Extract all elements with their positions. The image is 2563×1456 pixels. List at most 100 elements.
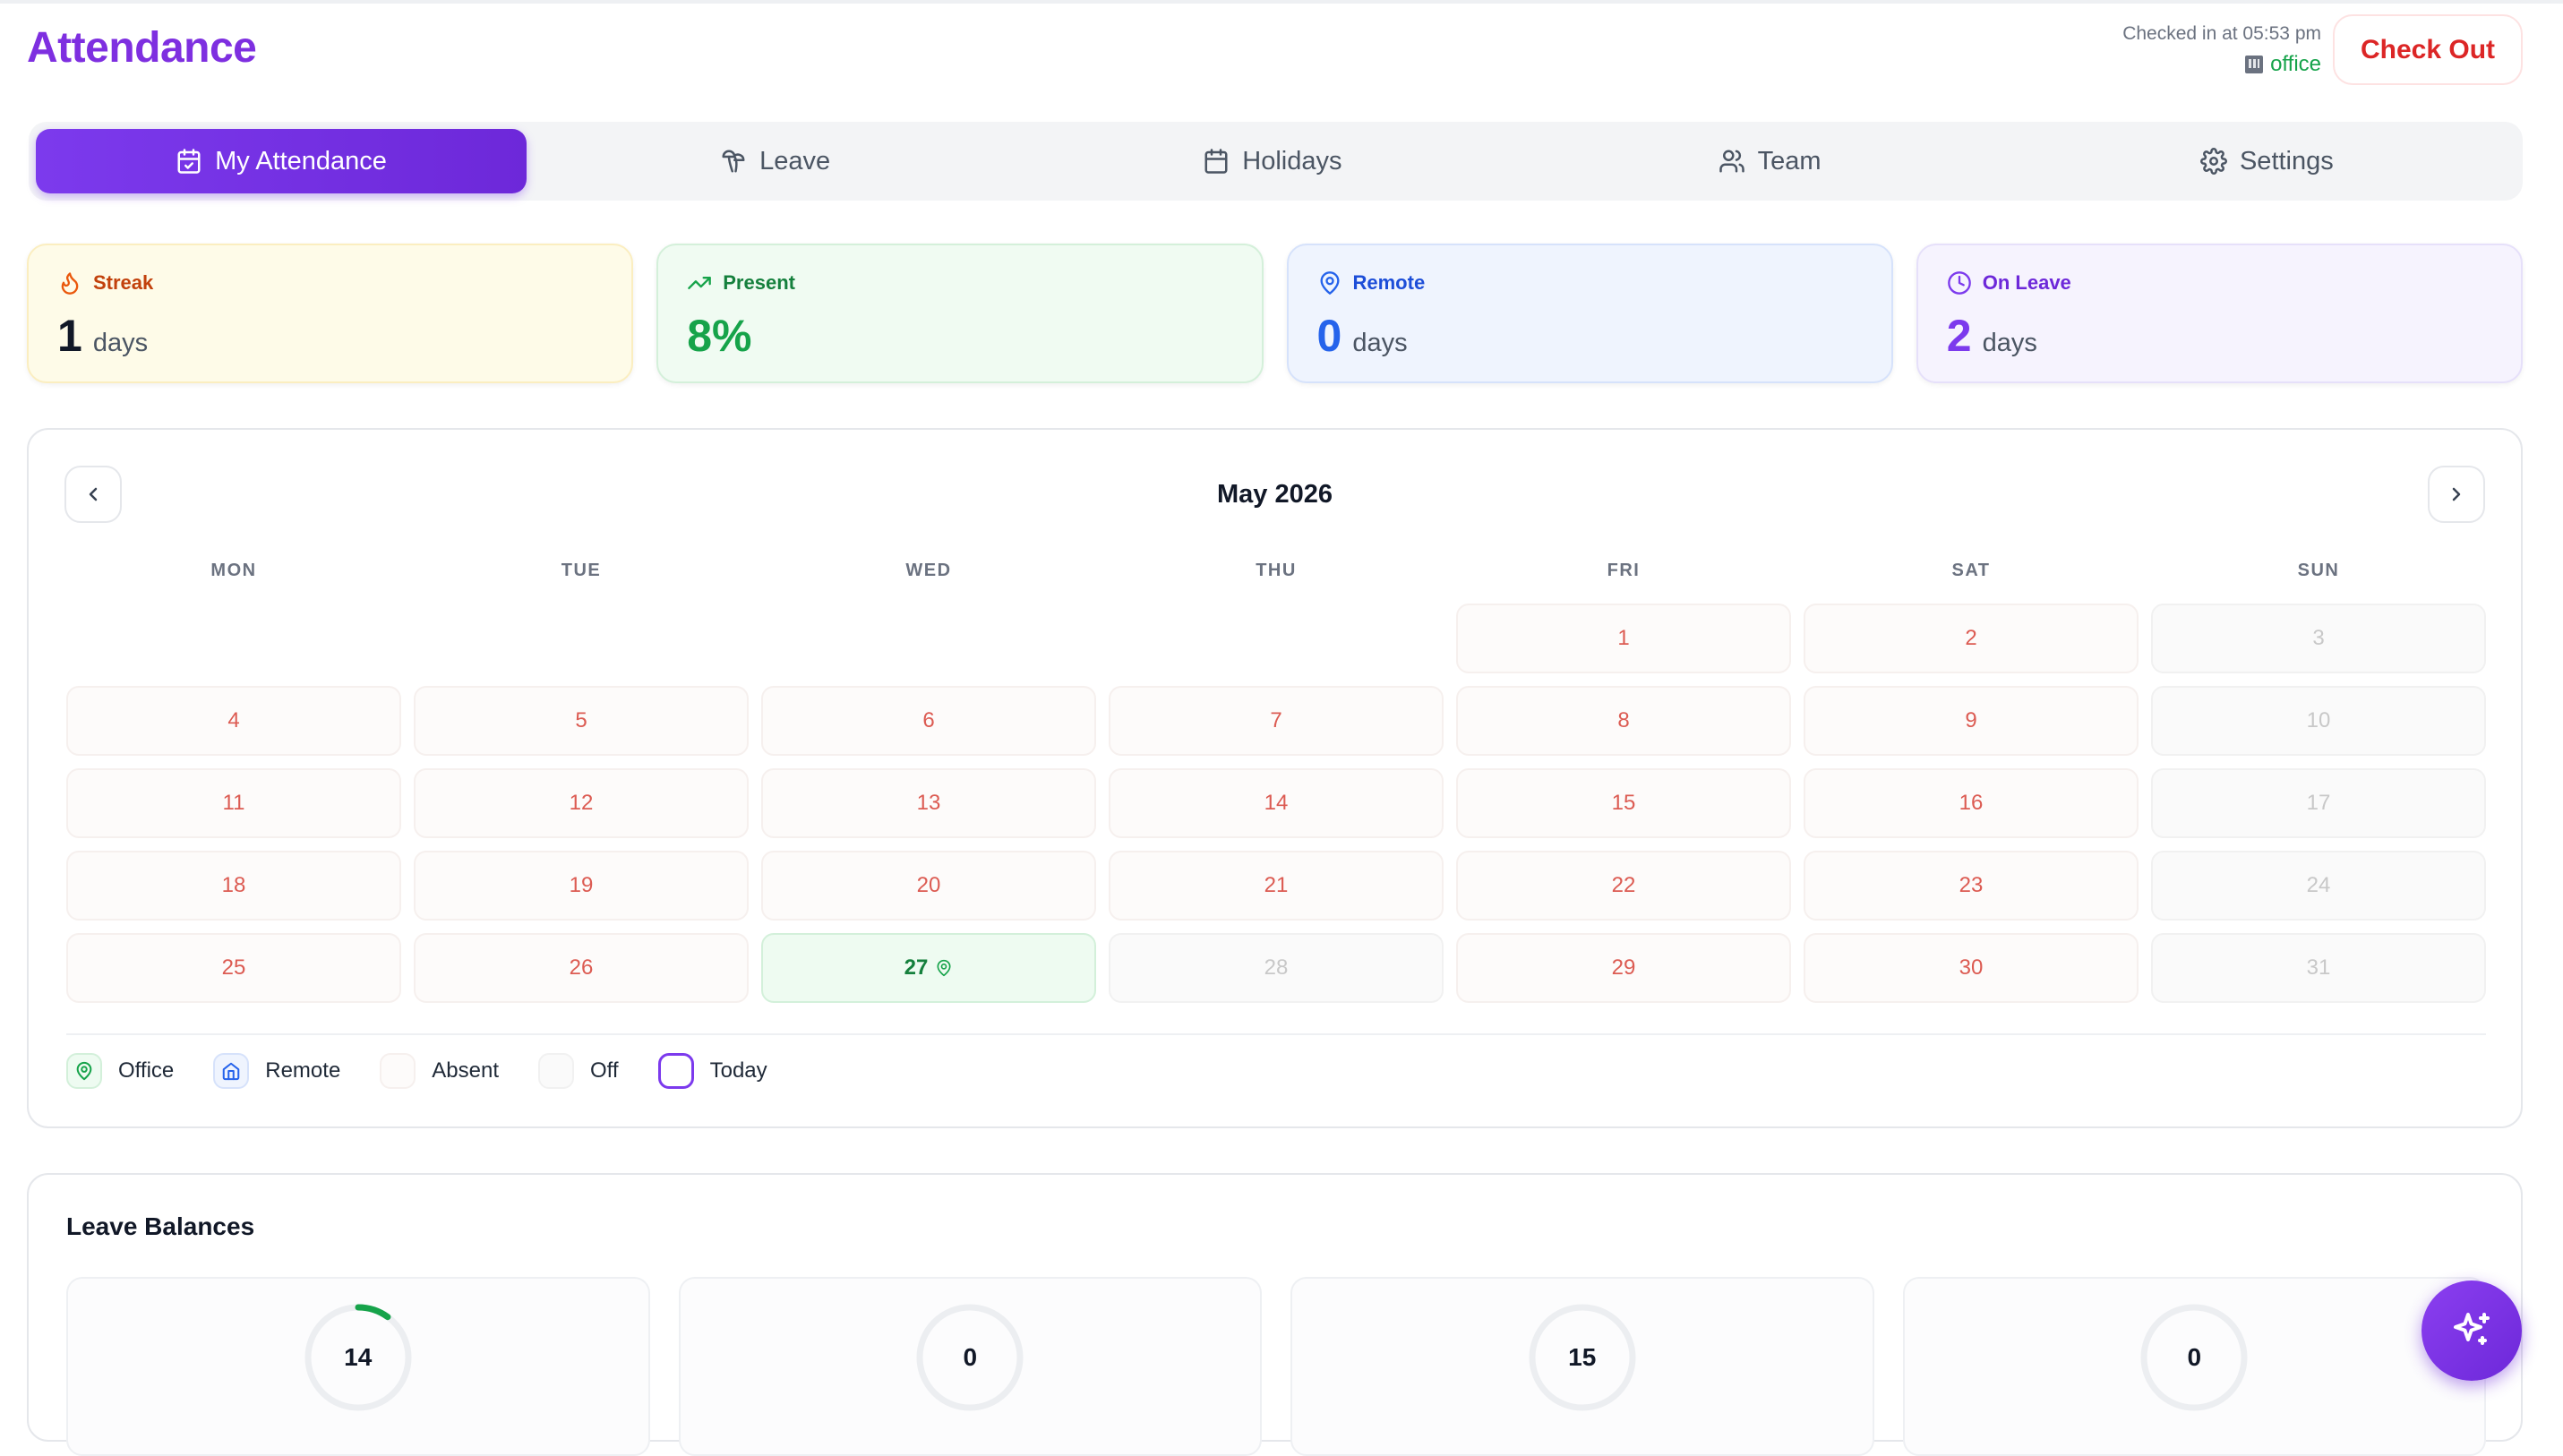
weekday-label: SUN [2297, 561, 2340, 580]
calendar-day[interactable]: 28 [1109, 933, 1444, 1003]
calendar-day[interactable]: 9 [1804, 686, 2139, 756]
calendar-day[interactable]: 20 [761, 851, 1096, 921]
streak-unit: days [92, 329, 149, 357]
calendar-day[interactable]: 7 [1109, 686, 1444, 756]
flame-icon [61, 272, 79, 295]
calendar-day[interactable]: 2 [1804, 604, 2139, 673]
today-swatch [657, 1053, 694, 1089]
tab-settings[interactable]: Settings [2019, 129, 2516, 193]
check-in-location: office [2122, 52, 2321, 77]
calendar-day[interactable]: 14 [1109, 768, 1444, 838]
balance-ring-track [1529, 1304, 1636, 1411]
day-number: 30 [1959, 955, 1984, 980]
day-number: 5 [575, 708, 587, 732]
calendar-day[interactable]: 5 [414, 686, 749, 756]
weekday-label: MON [210, 561, 257, 580]
day-number: 29 [1611, 955, 1636, 980]
calendar-day[interactable]: 30 [1804, 933, 2139, 1003]
calendar-day[interactable]: 21 [1109, 851, 1444, 921]
day-number: 22 [1611, 873, 1636, 897]
calendar-day[interactable]: 1 [1456, 604, 1791, 673]
office-swatch [66, 1053, 102, 1089]
leave-balance-box: 15 [1290, 1277, 1874, 1456]
legend-label: Off [590, 1058, 619, 1083]
calendar-day[interactable]: 6 [761, 686, 1096, 756]
day-number: 18 [221, 873, 246, 897]
balance-ring: 15 [1527, 1302, 1638, 1413]
calendar-day[interactable]: 17 [2151, 768, 2486, 838]
weekday-header: MON TUE WED THU FRI SAT SUN [66, 561, 2486, 581]
next-month-button[interactable] [2428, 466, 2485, 523]
calendar-day[interactable]: 23 [1804, 851, 2139, 921]
calendar-day[interactable]: 24 [2151, 851, 2486, 921]
day-number: 17 [2306, 791, 2331, 815]
check-out-button[interactable]: Check Out [2333, 14, 2523, 85]
calendar-day-today[interactable]: 27 [761, 933, 1096, 1003]
day-number: 1 [1617, 626, 1630, 650]
calendar-day[interactable]: 26 [414, 933, 749, 1003]
streak-card: Streak 1 days [27, 244, 634, 383]
day-number: 24 [2306, 873, 2331, 897]
palm-tree-icon [722, 150, 745, 173]
calendar-day[interactable]: 8 [1456, 686, 1791, 756]
legend-label: Remote [265, 1058, 341, 1083]
trending-up-icon [688, 277, 712, 289]
calendar-day[interactable]: 10 [2151, 686, 2486, 756]
tab-label: Settings [2239, 146, 2334, 176]
calendar-day[interactable]: 11 [66, 768, 401, 838]
office-building-icon [2245, 56, 2264, 73]
location-label: office [2270, 52, 2321, 76]
balance-ring-graphic [2140, 1304, 2248, 1411]
users-icon [1719, 150, 1744, 173]
prev-month-button[interactable] [64, 466, 122, 523]
day-number: 6 [922, 708, 935, 732]
tab-team[interactable]: Team [1522, 129, 2019, 193]
calendar-day[interactable]: 18 [66, 851, 401, 921]
leave-balances-title: Leave Balances [66, 1212, 255, 1240]
day-number: 25 [221, 955, 246, 980]
balance-ring-track [916, 1304, 1024, 1411]
on-leave-value: 2 [1946, 311, 1972, 361]
streak-label: Streak [93, 271, 154, 294]
calendar-day[interactable]: 4 [66, 686, 401, 756]
map-pin-icon [76, 1061, 92, 1081]
weekday-label: FRI [1607, 561, 1641, 580]
calendar-day[interactable]: 13 [761, 768, 1096, 838]
remote-label: Remote [1352, 271, 1426, 294]
day-number: 11 [222, 791, 245, 815]
calendar-day[interactable]: 25 [66, 933, 401, 1003]
stats-row: Streak 1 days Present 8% Remote 0 days O… [27, 244, 2523, 383]
tab-label: Leave [759, 146, 831, 176]
calendar-day[interactable]: 22 [1456, 851, 1791, 921]
calendar-day[interactable]: 3 [2151, 604, 2486, 673]
calendar-day[interactable]: 29 [1456, 933, 1791, 1003]
ai-assistant-button[interactable] [2422, 1280, 2522, 1381]
on-leave-card: On Leave 2 days [1916, 244, 2523, 383]
calendar-day[interactable]: 15 [1456, 768, 1791, 838]
day-number: 19 [569, 873, 594, 897]
balance-ring-progress [304, 1304, 412, 1411]
tab-holidays[interactable]: Holidays [1024, 129, 1521, 193]
balance-ring: 0 [2139, 1302, 2250, 1413]
day-number: 4 [227, 708, 240, 732]
day-number: 12 [569, 791, 594, 815]
legend-absent: Absent [380, 1053, 499, 1089]
tab-my-attendance[interactable]: My Attendance [36, 129, 527, 193]
calendar-day[interactable]: 12 [414, 768, 749, 838]
day-number: 23 [1959, 873, 1984, 897]
absent-swatch [380, 1053, 416, 1089]
calendar-check-icon [177, 149, 201, 174]
leave-balance-box: 0 [1902, 1277, 2486, 1456]
calendar-day[interactable]: 16 [1804, 768, 2139, 838]
present-label: Present [723, 271, 795, 294]
calendar-day[interactable]: 19 [414, 851, 749, 921]
calendar-day[interactable]: 31 [2151, 933, 2486, 1003]
legend-divider [66, 1033, 2486, 1035]
sparkles-icon [2454, 1313, 2490, 1345]
day-number: 27 [904, 955, 929, 980]
legend-today: Today [657, 1053, 767, 1089]
tab-leave[interactable]: Leave [527, 129, 1024, 193]
day-number: 9 [1965, 708, 1977, 732]
leave-balance-box: 14 [66, 1277, 650, 1456]
